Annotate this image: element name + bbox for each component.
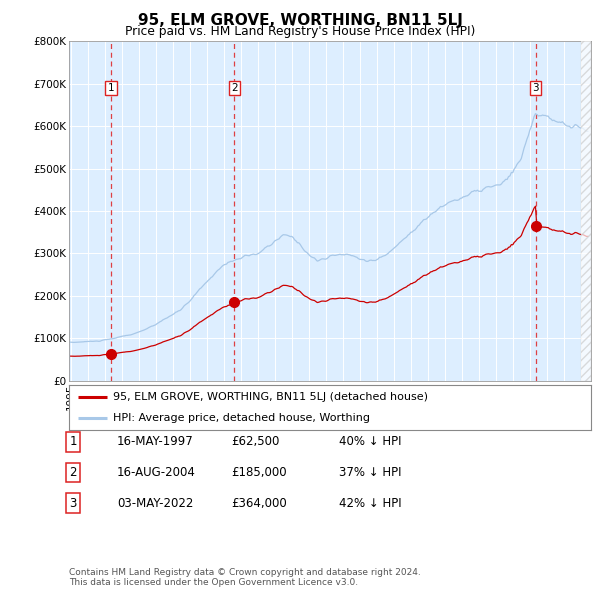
Text: HPI: Average price, detached house, Worthing: HPI: Average price, detached house, Wort…: [113, 412, 370, 422]
Text: 16-MAY-1997: 16-MAY-1997: [117, 435, 194, 448]
Text: 3: 3: [532, 83, 539, 93]
Text: 42% ↓ HPI: 42% ↓ HPI: [339, 497, 401, 510]
Text: 37% ↓ HPI: 37% ↓ HPI: [339, 466, 401, 479]
Text: This data is licensed under the Open Government Licence v3.0.: This data is licensed under the Open Gov…: [69, 578, 358, 587]
Text: £364,000: £364,000: [231, 497, 287, 510]
Text: 16-AUG-2004: 16-AUG-2004: [117, 466, 196, 479]
Text: 95, ELM GROVE, WORTHING, BN11 5LJ: 95, ELM GROVE, WORTHING, BN11 5LJ: [137, 13, 463, 28]
Text: Contains HM Land Registry data © Crown copyright and database right 2024.: Contains HM Land Registry data © Crown c…: [69, 568, 421, 577]
Text: £185,000: £185,000: [231, 466, 287, 479]
Text: 95, ELM GROVE, WORTHING, BN11 5LJ (detached house): 95, ELM GROVE, WORTHING, BN11 5LJ (detac…: [113, 392, 428, 402]
Text: 1: 1: [107, 83, 115, 93]
Text: 3: 3: [70, 497, 77, 510]
Text: 03-MAY-2022: 03-MAY-2022: [117, 497, 193, 510]
Text: Price paid vs. HM Land Registry's House Price Index (HPI): Price paid vs. HM Land Registry's House …: [125, 25, 475, 38]
Text: 2: 2: [70, 466, 77, 479]
Text: £62,500: £62,500: [231, 435, 280, 448]
Text: 1: 1: [70, 435, 77, 448]
Text: 2: 2: [231, 83, 238, 93]
Text: 40% ↓ HPI: 40% ↓ HPI: [339, 435, 401, 448]
